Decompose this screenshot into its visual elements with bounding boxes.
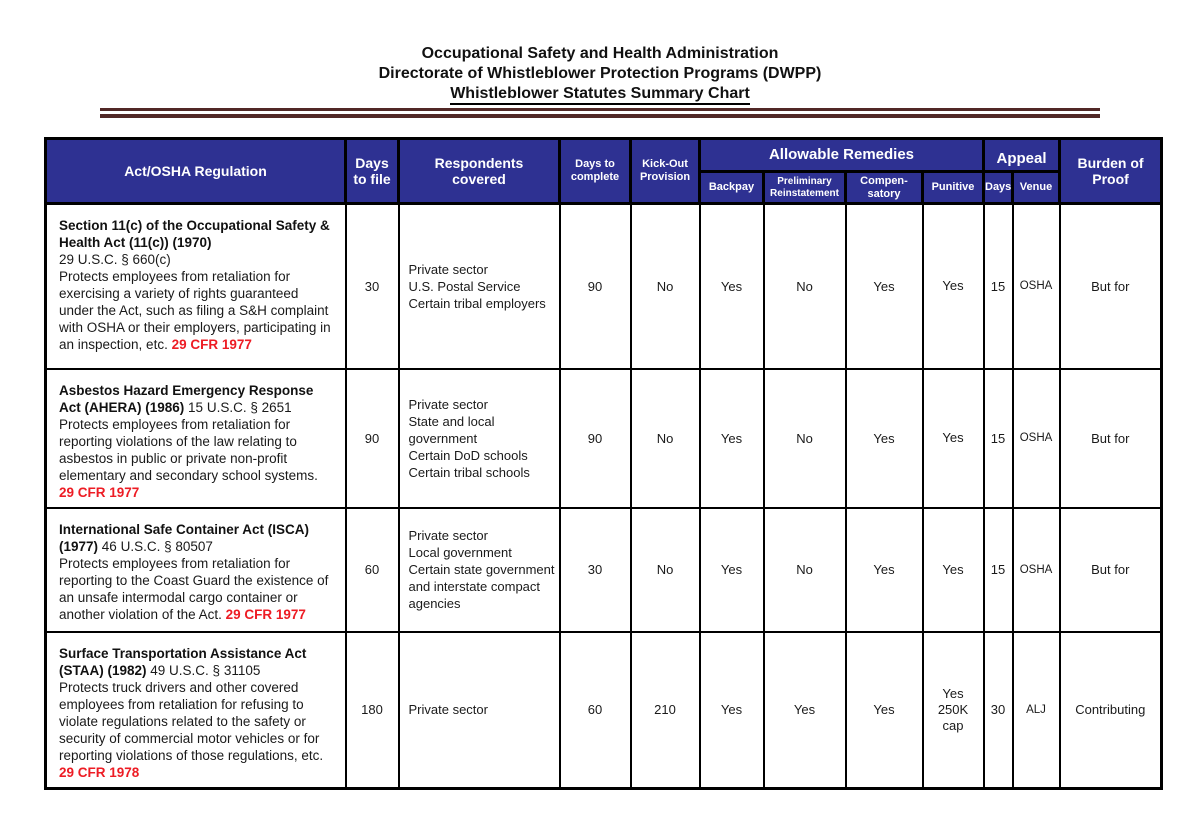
kick-out-cell: No [629, 202, 701, 370]
col-header-compensatory: Compen- satory [844, 170, 924, 205]
act-title: Section 11(c) of the Occupational Safety… [59, 218, 330, 250]
preliminary-reinstatement-cell: No [762, 506, 847, 633]
col-header-burden-of-proof: Burden of Proof [1058, 137, 1164, 205]
appeal-days-cell: 15 [982, 506, 1014, 633]
appeal-venue-cell: ALJ [1011, 630, 1061, 789]
group-header-allowable-remedies: Allowable Remedies [698, 137, 985, 173]
col-header-act: Act/OSHA Regulation [44, 137, 347, 205]
appeal-venue-cell: OSHA [1011, 367, 1061, 509]
act-title: International Safe Container Act (ISCA) … [59, 521, 310, 554]
days-to-file-cell: 180 [344, 630, 400, 789]
act-citation: 46 U.S.C. § 80507 [101, 538, 213, 554]
title-line-1: Occupational Safety and Health Administr… [421, 45, 779, 62]
title-line-3: Whistleblower Statutes Summary Chart [0, 84, 1200, 105]
respondents-cell: Private sector State and local governmen… [397, 367, 561, 509]
col-header-appeal-days: Days [982, 170, 1014, 205]
burden-of-proof-cell: But for [1058, 506, 1163, 633]
punitive-cell: Yes [921, 202, 985, 370]
col-header-kick-out: Kick-Out Provision [629, 137, 701, 205]
col-header-days-to-complete: Days to complete [558, 137, 632, 205]
days-to-file-cell: 30 [344, 202, 400, 370]
divider-rule-bottom [100, 114, 1100, 118]
col-header-days-to-file: Days to file [344, 137, 400, 205]
document-title: Occupational Safety and Health Administr… [0, 0, 1200, 105]
kick-out-cell: 210 [629, 630, 701, 789]
compensatory-cell: Yes [844, 202, 924, 370]
punitive-cell: Yes [921, 367, 985, 509]
title-divider-rule [100, 108, 1100, 118]
col-header-backpay: Backpay [698, 170, 765, 205]
days-to-file-cell: 60 [344, 506, 400, 633]
kick-out-cell: No [629, 506, 701, 633]
act-citation: 15 U.S.C. § 2651 [188, 399, 292, 415]
appeal-days-cell: 15 [982, 202, 1014, 370]
divider-rule-top [100, 108, 1100, 111]
act-cell: Asbestos Hazard Emergency Response Act (… [44, 367, 347, 509]
appeal-days-cell: 15 [982, 367, 1014, 509]
act-citation: 29 U.S.C. § 660(c) [59, 252, 171, 267]
punitive-cell: Yes [921, 506, 985, 633]
appeal-venue-cell: OSHA [1011, 202, 1061, 370]
table-row: Surface Transportation Assistance Act (S… [44, 630, 1163, 789]
col-header-respondents: Respondents covered [397, 137, 561, 205]
backpay-cell: Yes [698, 630, 765, 789]
col-header-preliminary-reinstatement: Preliminary Reinstatement [762, 170, 847, 205]
backpay-cell: Yes [698, 202, 765, 370]
compensatory-cell: Yes [844, 506, 924, 633]
act-citation: 49 U.S.C. § 31105 [150, 662, 261, 678]
preliminary-reinstatement-cell: No [762, 202, 847, 370]
table-row: International Safe Container Act (ISCA) … [44, 506, 1163, 633]
col-header-appeal-venue: Venue [1010, 170, 1062, 205]
act-title: Surface Transportation Assistance Act (S… [59, 645, 307, 678]
act-description: Protects employees from retaliation for … [59, 416, 318, 483]
table-row: Asbestos Hazard Emergency Response Act (… [44, 367, 1163, 509]
cfr-reference: 29 CFR 1977 [171, 337, 252, 352]
act-description: Protects employees from retaliation for … [59, 269, 331, 352]
act-cell: International Safe Container Act (ISCA) … [44, 506, 347, 633]
compensatory-cell: Yes [844, 630, 924, 789]
table-row: Section 11(c) of the Occupational Safety… [44, 202, 1163, 370]
preliminary-reinstatement-cell: No [762, 367, 847, 509]
act-title: Asbestos Hazard Emergency Response Act (… [59, 382, 314, 415]
days-to-complete-cell: 30 [558, 506, 632, 633]
compensatory-cell: Yes [844, 367, 924, 509]
act-description: Protects employees from retaliation for … [59, 555, 329, 622]
days-to-complete-cell: 90 [558, 202, 632, 370]
respondents-cell: Private sector U.S. Postal Service Certa… [397, 202, 561, 370]
days-to-complete-cell: 60 [558, 630, 632, 789]
backpay-cell: Yes [698, 367, 765, 509]
cfr-reference: 29 CFR 1977 [59, 484, 140, 500]
group-header-appeal: Appeal [981, 137, 1062, 173]
burden-of-proof-cell: Contributing [1058, 630, 1163, 789]
punitive-cell: Yes 250K cap [921, 630, 985, 789]
kick-out-cell: No [629, 367, 701, 509]
col-header-punitive: Punitive [921, 170, 985, 205]
act-description: Protects truck drivers and other covered… [59, 679, 324, 763]
days-to-file-cell: 90 [344, 367, 400, 509]
respondents-cell: Private sector [397, 630, 561, 789]
appeal-venue-cell: OSHA [1011, 506, 1061, 633]
days-to-complete-cell: 90 [558, 367, 632, 509]
backpay-cell: Yes [698, 506, 765, 633]
preliminary-reinstatement-cell: Yes [762, 630, 847, 789]
title-line-2: Directorate of Whistleblower Protection … [378, 65, 822, 82]
whistleblower-statutes-table: Act/OSHA Regulation Days to file Respond… [44, 137, 1164, 790]
act-cell: Surface Transportation Assistance Act (S… [44, 630, 347, 789]
appeal-days-cell: 30 [982, 630, 1014, 789]
cfr-reference: 29 CFR 1977 [225, 606, 306, 622]
act-cell: Section 11(c) of the Occupational Safety… [44, 202, 347, 370]
respondents-cell: Private sector Local government Certain … [397, 506, 561, 633]
burden-of-proof-cell: But for [1058, 367, 1163, 509]
burden-of-proof-cell: But for [1058, 202, 1163, 370]
cfr-reference: 29 CFR 1978 [59, 764, 140, 780]
